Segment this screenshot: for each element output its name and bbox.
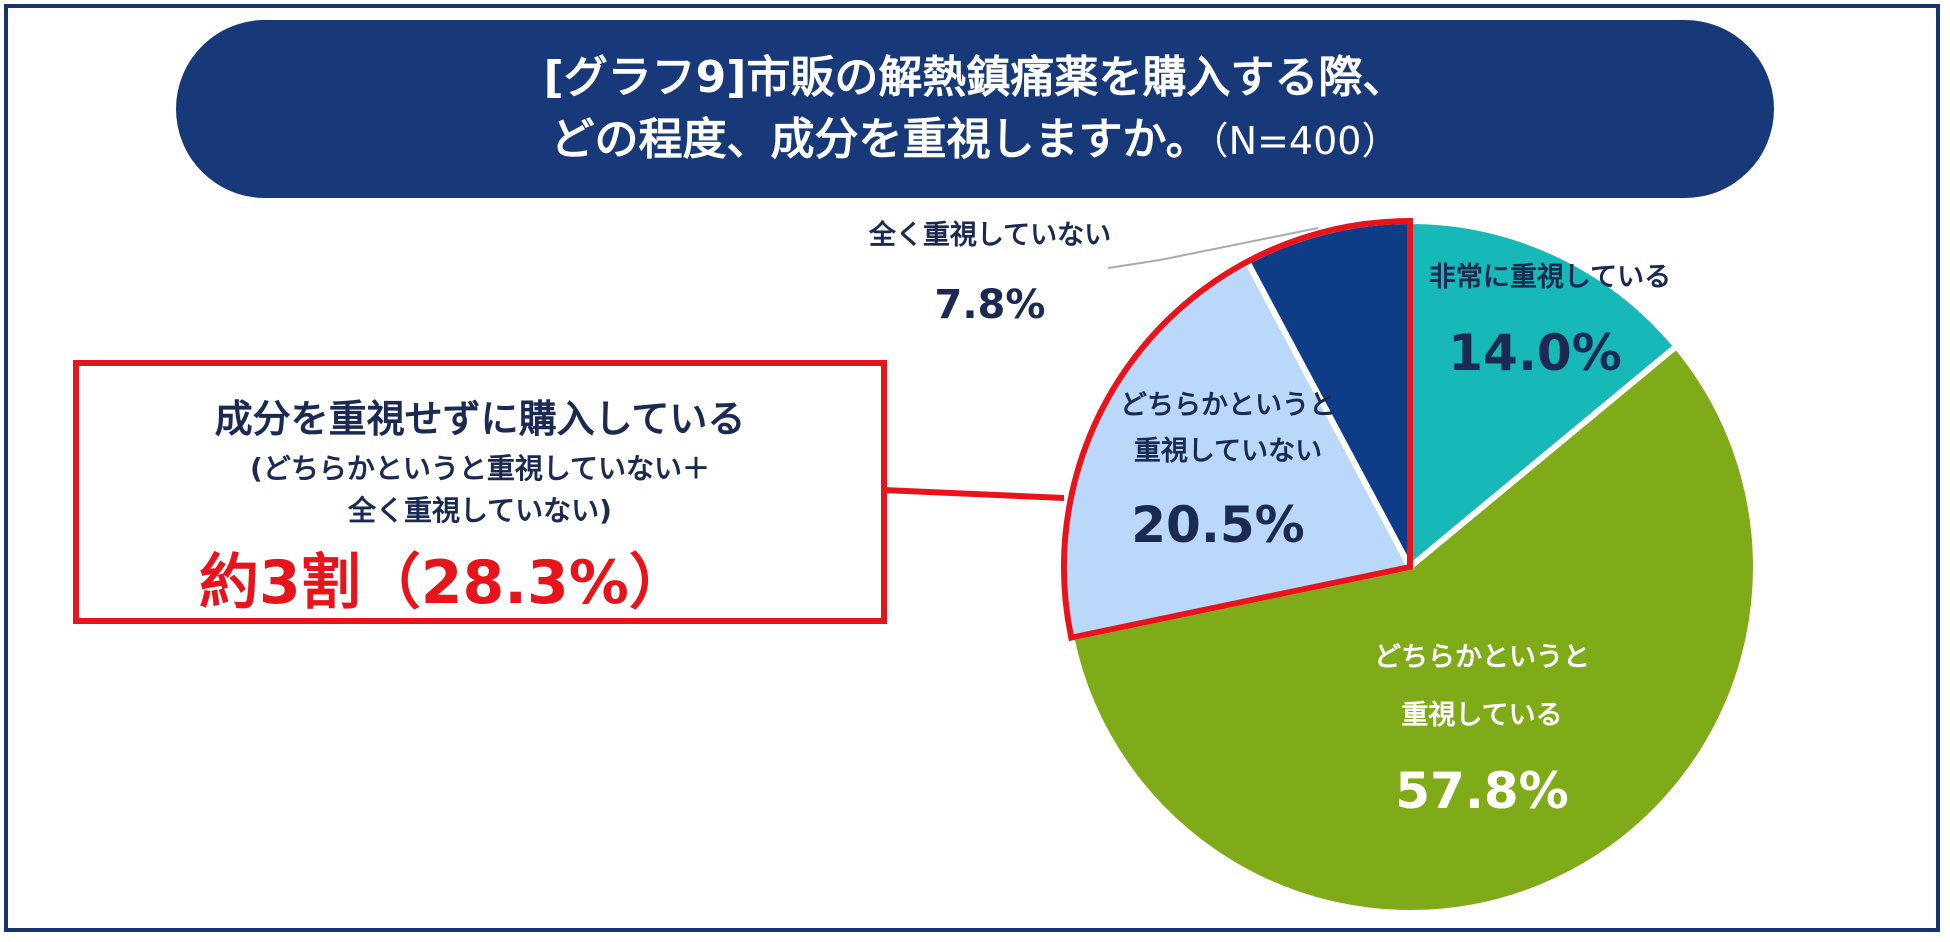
chart-title-question: どの程度、成分を重視しますか。 <box>550 113 1210 165</box>
chart-title-line2: どの程度、成分を重視しますか。（N=400） <box>551 109 1400 172</box>
callout-value: 約3割（28.3%） <box>199 548 689 618</box>
slice-value-not-at-all: 7.8% <box>935 282 1046 328</box>
outer-frame <box>4 4 1940 932</box>
sample-size: （N=400） <box>1209 118 1400 163</box>
slice-label-somewhat-not-1: どちらかというと <box>1120 390 1336 421</box>
slice-label-somewhat-2: 重視している <box>1401 700 1562 731</box>
pie-slices <box>1061 217 1759 916</box>
highlight-outline <box>1061 217 1413 642</box>
slice-somewhat <box>1067 341 1759 916</box>
callout-connector <box>883 487 1065 501</box>
leader-line <box>1107 227 1319 269</box>
slice-very <box>1407 217 1681 574</box>
callout-box: 成分を重視せずに購入している (どちらかというと重視していない＋ 全く重視してい… <box>73 360 887 624</box>
slice-value-very: 14.0% <box>1448 324 1621 382</box>
slice-label-somewhat-1: どちらかというと <box>1374 642 1590 673</box>
title-banner: [グラフ9]市販の解熱鎮痛薬を購入する際、 どの程度、成分を重視しますか。（N=… <box>176 20 1774 198</box>
callout-subtext-line2: 全く重視していない) <box>348 494 612 527</box>
slice-label-very: 非常に重視している <box>1429 262 1671 293</box>
slice-value-somewhat-not: 20.5% <box>1131 496 1304 554</box>
slice-value-somewhat: 57.8% <box>1395 762 1568 820</box>
callout-subtext: (どちらかというと重視していない＋ 全く重視していない) <box>79 448 881 532</box>
slice-label-somewhat-not-2: 重視していない <box>1134 436 1322 467</box>
slice-label-not-at-all: 全く重視していない <box>868 219 1111 251</box>
callout-heading: 成分を重視せずに購入している <box>214 397 746 441</box>
chart-title-line1: [グラフ9]市販の解熱鎮痛薬を購入する際、 <box>543 51 1407 103</box>
callout-subtext-line1: (どちらかというと重視していない＋ <box>250 452 710 485</box>
